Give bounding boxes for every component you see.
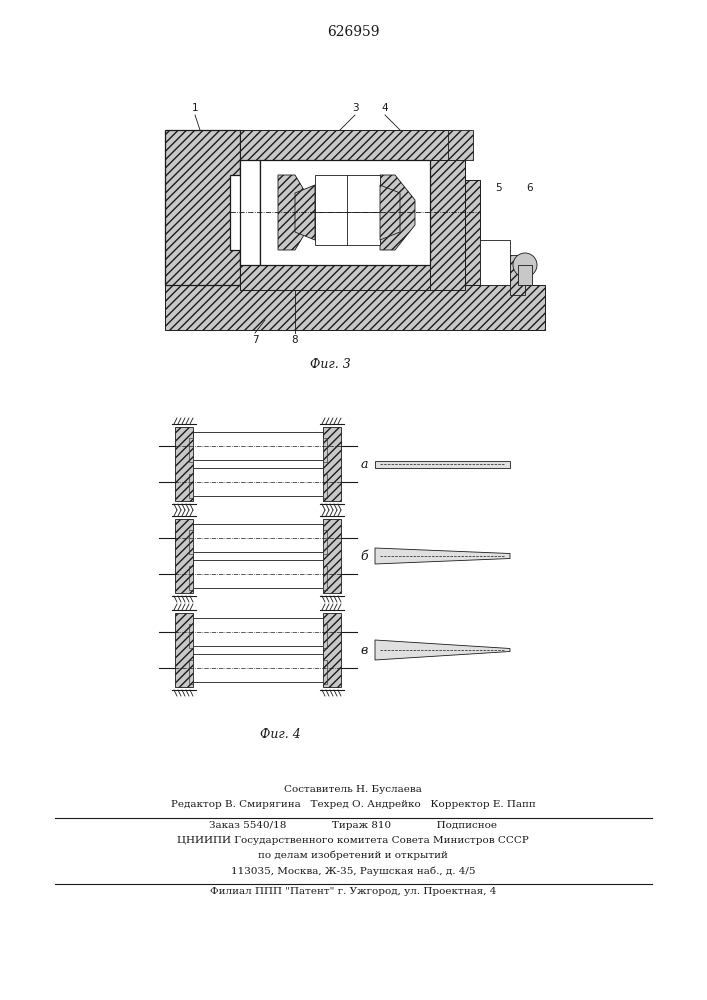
Bar xyxy=(430,160,465,290)
Bar xyxy=(175,427,193,501)
Bar xyxy=(189,474,193,498)
Bar xyxy=(193,654,323,682)
Text: 626959: 626959 xyxy=(327,25,379,39)
Bar xyxy=(323,660,327,684)
Bar xyxy=(193,524,323,552)
Polygon shape xyxy=(375,640,510,660)
Bar xyxy=(193,618,323,646)
Polygon shape xyxy=(295,185,315,240)
Bar xyxy=(165,285,545,330)
Polygon shape xyxy=(380,185,400,240)
Bar xyxy=(189,530,193,554)
Bar xyxy=(480,240,510,285)
Bar xyxy=(193,560,323,588)
Circle shape xyxy=(513,253,537,277)
Text: по делам изобретений и открытий: по делам изобретений и открытий xyxy=(258,851,448,860)
Bar xyxy=(323,530,327,554)
Bar xyxy=(189,624,193,648)
Text: Фиг. 3: Фиг. 3 xyxy=(310,359,351,371)
Text: ЦНИИПИ Государственного комитета Совета Министров СССР: ЦНИИПИ Государственного комитета Совета … xyxy=(177,836,529,845)
Bar xyxy=(189,660,193,684)
Bar xyxy=(193,468,323,496)
Bar xyxy=(323,438,327,462)
Text: Фиг. 4: Фиг. 4 xyxy=(259,728,300,742)
Text: 6: 6 xyxy=(527,183,533,193)
Polygon shape xyxy=(375,548,510,564)
Text: в: в xyxy=(361,644,368,656)
Bar xyxy=(193,432,323,460)
Text: 4: 4 xyxy=(382,103,388,113)
Text: a: a xyxy=(361,458,368,471)
Text: б: б xyxy=(361,550,368,562)
Text: 1: 1 xyxy=(192,103,198,113)
Text: Заказ 5540/18              Тираж 810              Подписное: Заказ 5540/18 Тираж 810 Подписное xyxy=(209,821,497,830)
Bar xyxy=(323,624,327,648)
Polygon shape xyxy=(375,460,510,468)
Bar xyxy=(323,566,327,590)
Bar xyxy=(240,160,260,265)
Bar xyxy=(323,519,341,593)
Polygon shape xyxy=(380,175,415,250)
Bar xyxy=(189,438,193,462)
Text: 3: 3 xyxy=(351,103,358,113)
Polygon shape xyxy=(278,175,310,250)
Text: Составитель Н. Буслаева: Составитель Н. Буслаева xyxy=(284,785,422,794)
Bar xyxy=(240,130,450,160)
Polygon shape xyxy=(165,130,240,285)
Bar xyxy=(448,130,473,160)
Bar xyxy=(323,613,341,687)
Text: 5: 5 xyxy=(495,183,501,193)
Bar xyxy=(323,427,341,501)
Text: Филиал ППП "Патент" г. Ужгород, ул. Проектная, 4: Филиал ППП "Патент" г. Ужгород, ул. Прое… xyxy=(210,887,496,896)
Bar xyxy=(510,255,525,295)
Bar xyxy=(189,566,193,590)
Bar xyxy=(465,180,480,285)
Bar xyxy=(315,175,380,245)
Bar xyxy=(175,613,193,687)
Bar xyxy=(240,265,430,290)
Text: Редактор В. Смирягина   Техред О. Андрейко   Корректор Е. Папп: Редактор В. Смирягина Техред О. Андрейко… xyxy=(170,800,535,809)
Bar xyxy=(323,474,327,498)
Bar xyxy=(260,160,430,265)
Text: 8: 8 xyxy=(292,335,298,345)
Bar xyxy=(518,265,532,285)
Bar xyxy=(175,519,193,593)
Text: 113035, Москва, Ж-35, Раушская наб., д. 4/5: 113035, Москва, Ж-35, Раушская наб., д. … xyxy=(230,866,475,876)
Text: 7: 7 xyxy=(252,335,258,345)
